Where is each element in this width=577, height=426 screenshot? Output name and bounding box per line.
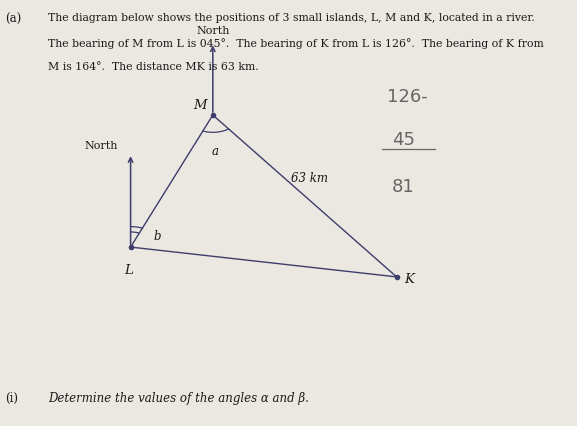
- Text: Determine the values of the angles α and β.: Determine the values of the angles α and…: [48, 391, 309, 405]
- Text: K: K: [404, 273, 414, 285]
- Text: North: North: [196, 26, 230, 36]
- Text: M is 164°.  The distance MK is 63 km.: M is 164°. The distance MK is 63 km.: [48, 62, 259, 72]
- Text: M: M: [193, 98, 207, 112]
- Text: The bearing of M from L is 045°.  The bearing of K from L is 126°.  The bearing : The bearing of M from L is 045°. The bea…: [48, 38, 544, 49]
- Text: b: b: [153, 230, 161, 243]
- Text: a: a: [212, 145, 219, 158]
- Text: 63 km: 63 km: [291, 173, 328, 185]
- Text: (a): (a): [5, 13, 21, 26]
- Text: L: L: [124, 264, 133, 277]
- Text: 45: 45: [392, 131, 415, 149]
- Text: (i): (i): [5, 391, 18, 405]
- Text: 81: 81: [392, 178, 414, 196]
- Text: North: North: [85, 141, 118, 151]
- Text: The diagram below shows the positions of 3 small islands, L, M and K, located in: The diagram below shows the positions of…: [48, 13, 535, 23]
- Text: 126-: 126-: [387, 89, 428, 106]
